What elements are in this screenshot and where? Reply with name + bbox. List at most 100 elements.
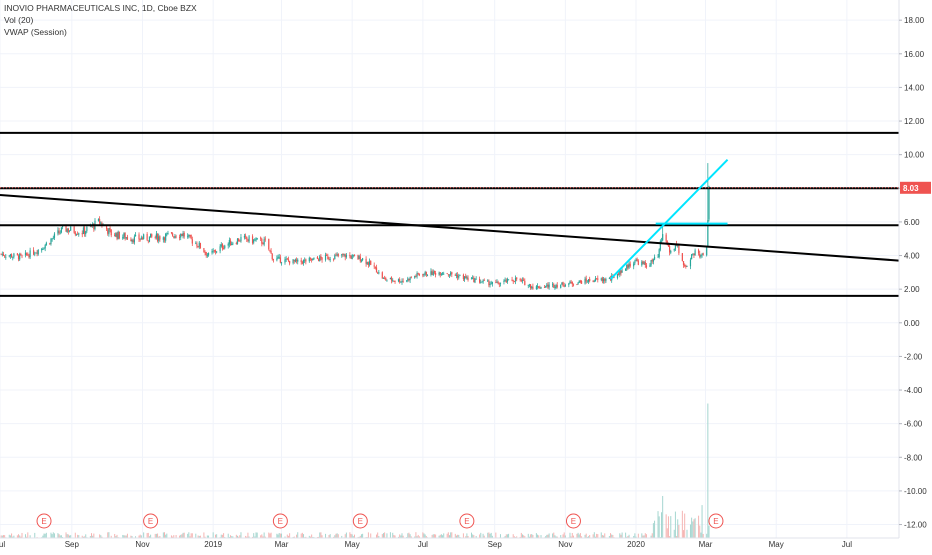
- candle-body: [139, 238, 141, 240]
- candle-body: [635, 259, 637, 262]
- earnings-marker[interactable]: E: [36, 513, 52, 529]
- volume-bar: [400, 535, 402, 538]
- candle-body: [246, 236, 248, 240]
- candle-body: [228, 240, 230, 245]
- candle-body: [86, 226, 88, 231]
- volume-bar: [303, 534, 305, 538]
- candle-body: [440, 274, 442, 276]
- candle-body: [415, 276, 417, 277]
- candle-body: [447, 274, 449, 276]
- candle-body: [107, 229, 109, 234]
- volume-bar: [422, 532, 424, 538]
- volume-bar: [362, 533, 364, 538]
- volume-bar: [34, 532, 36, 538]
- earnings-marker[interactable]: E: [565, 513, 581, 529]
- volume-bar: [643, 535, 645, 538]
- volume-bar: [552, 533, 554, 538]
- candle-body: [585, 278, 587, 282]
- volume-bar: [399, 534, 401, 538]
- candle-body: [21, 255, 23, 257]
- candle-body: [535, 286, 537, 290]
- volume-bar: [159, 535, 161, 538]
- candle-body: [416, 273, 418, 277]
- candle-body: [353, 254, 356, 256]
- volume-bar: [706, 533, 708, 538]
- candle-body: [256, 238, 258, 240]
- earnings-marker[interactable]: E: [272, 513, 288, 529]
- candle-body: [270, 251, 272, 254]
- volume-bar: [520, 532, 522, 538]
- candle-body: [329, 259, 331, 261]
- candle-body: [238, 238, 240, 242]
- volume-bar: [221, 534, 223, 538]
- legend-symbol-title[interactable]: INOVIO PHARMACEUTICALS INC, 1D, Cboe BZX: [4, 3, 197, 13]
- candle-body: [294, 259, 297, 262]
- volume-bar: [548, 533, 550, 538]
- candle-body: [68, 230, 71, 232]
- candle-body: [148, 236, 151, 242]
- earnings-marker[interactable]: E: [708, 513, 724, 529]
- volume-bar: [44, 533, 46, 538]
- candle-body: [472, 277, 474, 279]
- candle-body: [57, 230, 59, 234]
- volume-bar: [309, 536, 311, 538]
- candle-body: [553, 284, 555, 288]
- candle-body: [36, 252, 38, 254]
- volume-bar: [191, 533, 193, 538]
- volume-bar: [698, 515, 700, 538]
- volume-bar: [308, 535, 310, 538]
- candle-body: [375, 267, 378, 273]
- volume-bar: [230, 535, 232, 538]
- volume-bar: [654, 520, 656, 538]
- earnings-label: E: [278, 517, 283, 526]
- volume-bar: [69, 535, 71, 538]
- legend-vwap[interactable]: VWAP (Session): [4, 27, 67, 37]
- volume-bar: [634, 533, 636, 538]
- volume-bar: [521, 534, 523, 538]
- volume-bar: [180, 534, 182, 538]
- candle-body: [467, 277, 469, 280]
- candle-body: [627, 265, 629, 268]
- candle-body: [58, 230, 60, 234]
- earnings-marker[interactable]: E: [459, 513, 475, 529]
- candle-body: [74, 232, 76, 235]
- earnings-label: E: [713, 517, 718, 526]
- candle-body: [125, 237, 127, 239]
- candle-body: [425, 271, 427, 276]
- volume-bar: [597, 534, 599, 538]
- volume-bar: [505, 534, 507, 538]
- candle-body: [280, 262, 283, 264]
- volume-bar: [667, 516, 669, 538]
- candle-body: [224, 245, 226, 249]
- candle-body: [497, 281, 499, 284]
- candle-body: [342, 253, 344, 255]
- candle-body: [589, 278, 591, 281]
- candle-body: [167, 232, 169, 234]
- volume-bar: [114, 533, 116, 538]
- volume-bar: [589, 535, 591, 538]
- volume-bar: [78, 535, 80, 538]
- volume-bar: [89, 536, 91, 538]
- legend-volume[interactable]: Vol (20): [4, 15, 34, 25]
- candle-body: [488, 280, 490, 286]
- grid-layer: [0, 0, 899, 538]
- volume-bar: [702, 533, 704, 538]
- candle-body: [45, 242, 47, 246]
- candle-body: [100, 222, 102, 224]
- volume-bar: [268, 532, 270, 538]
- candle-body: [262, 243, 264, 245]
- candle-body: [245, 235, 247, 237]
- volume-bar: [276, 533, 278, 538]
- earnings-marker[interactable]: E: [352, 513, 368, 529]
- candle-body: [576, 283, 578, 285]
- candle-body: [181, 233, 183, 236]
- candle-body: [5, 256, 7, 258]
- earnings-marker[interactable]: E: [143, 513, 159, 529]
- volume-bar: [418, 536, 420, 538]
- candle-body: [27, 254, 29, 256]
- candle-body: [0, 253, 2, 255]
- volume-bar: [535, 533, 537, 538]
- candle-body: [16, 253, 18, 255]
